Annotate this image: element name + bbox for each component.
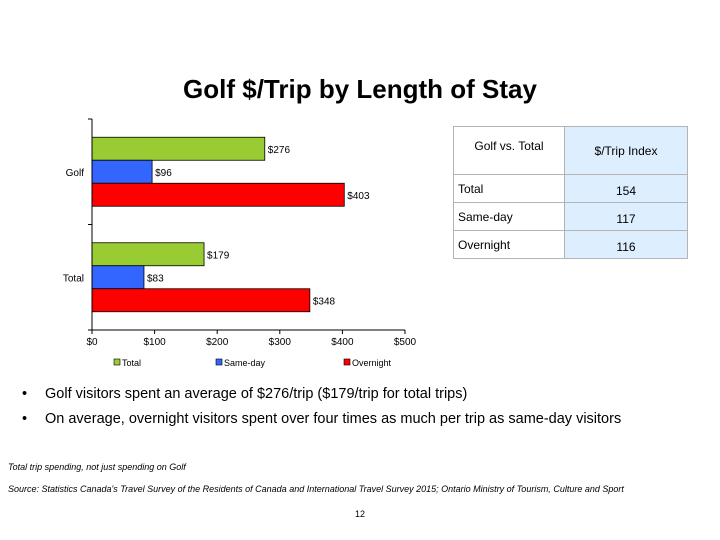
x-tick-label: $0: [86, 337, 98, 348]
x-axis: Golf Total $0 $100 $200 $300 $400 $500: [63, 118, 417, 348]
x-tick-label: $300: [269, 337, 292, 348]
legend-swatch: [215, 358, 223, 366]
index-row-value: 154: [564, 174, 688, 203]
data-label: $83: [147, 273, 164, 284]
x-tick-label: $100: [143, 337, 166, 348]
index-table-row: Same-day 117: [453, 202, 688, 231]
index-row-value: 116: [564, 230, 688, 259]
legend-swatch: [113, 358, 121, 366]
x-tick-label: $400: [331, 337, 354, 348]
bar: [91, 182, 345, 207]
category-label: Golf: [66, 168, 85, 179]
legend-label: Same-day: [224, 358, 266, 368]
bar: [91, 288, 311, 313]
x-tick-label: $500: [394, 337, 417, 348]
bar: [91, 136, 266, 161]
data-label: $179: [207, 250, 230, 261]
x-tick-label: $200: [206, 337, 229, 348]
footnote-spending: Total trip spending, not just spending o…: [8, 462, 186, 472]
index-table-header-comparison: Golf vs. Total: [453, 126, 565, 175]
data-label: $96: [155, 168, 172, 179]
index-table: Golf vs. Total $/Trip Index Total 154 Sa…: [453, 126, 688, 259]
legend-swatch: [343, 358, 351, 366]
bar: [91, 159, 153, 184]
bullet-dot: •: [22, 411, 28, 427]
bar: [91, 265, 145, 290]
footnote-source: Source: Statistics Canada's Travel Surve…: [8, 484, 624, 494]
category-label: Total: [63, 273, 84, 284]
chart-title: Golf $/Trip by Length of Stay: [183, 74, 537, 104]
index-table-row: Overnight 116: [453, 230, 688, 259]
bullet-dot: •: [22, 386, 28, 402]
bar: [91, 242, 205, 267]
legend-label: Total: [122, 358, 141, 368]
legend: Total Same-day Overnight: [113, 358, 392, 368]
index-table-header-row: Golf vs. Total $/Trip Index: [453, 126, 688, 175]
data-label: $348: [313, 296, 336, 307]
bullet-text: On average, overnight visitors spent ove…: [45, 411, 622, 427]
data-label: $403: [347, 191, 370, 202]
index-table-row: Total 154: [453, 174, 688, 203]
index-row-value: 117: [564, 202, 688, 231]
bars-layer: $276 $96 $403 $179 $83 $348: [91, 136, 370, 313]
data-label: $276: [268, 145, 291, 156]
legend-label: Overnight: [352, 358, 392, 368]
bullet-text: Golf visitors spent an average of $276/t…: [45, 386, 468, 402]
page-number: 12: [354, 509, 365, 519]
index-row-label: Overnight: [453, 230, 565, 259]
index-table-header-index: $/Trip Index: [564, 126, 688, 175]
index-row-label: Same-day: [453, 202, 565, 231]
index-row-label: Total: [453, 174, 565, 203]
